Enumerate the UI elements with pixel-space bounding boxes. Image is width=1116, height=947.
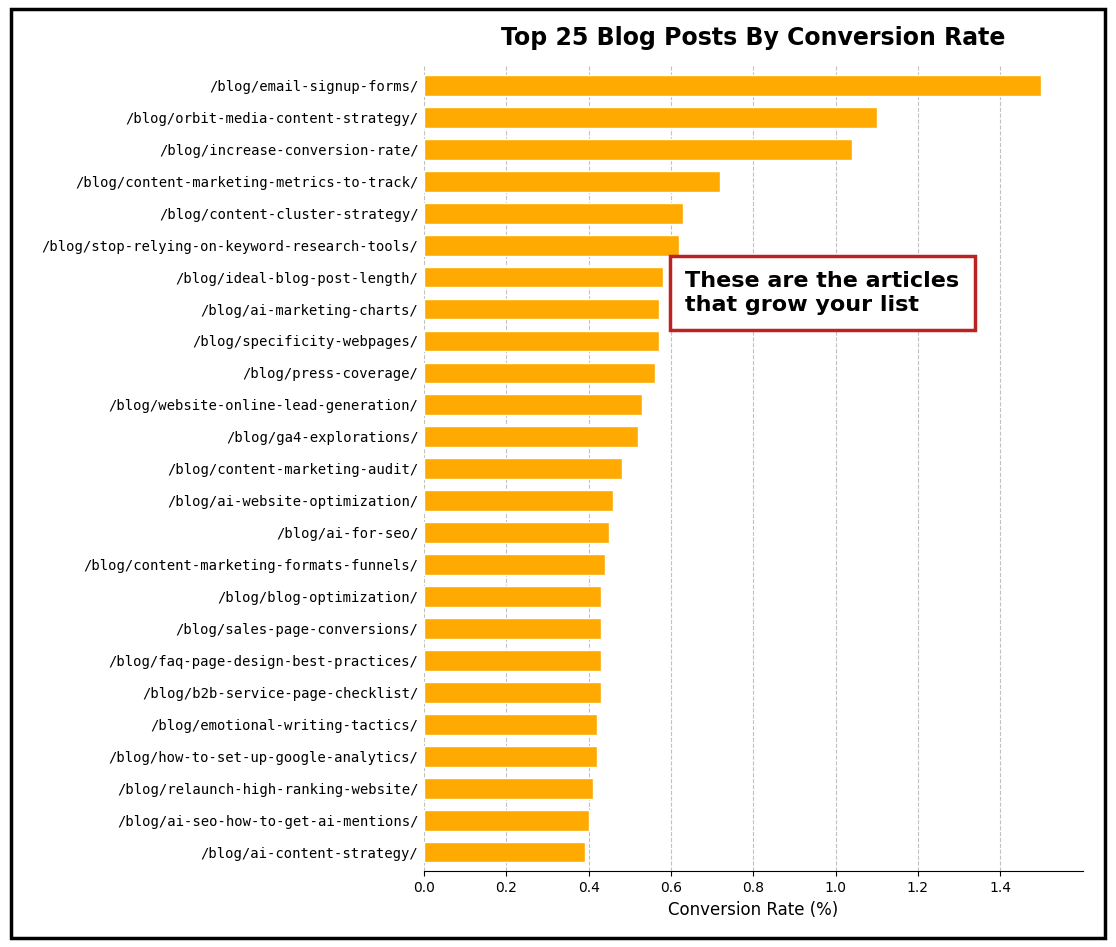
Bar [424,363,654,384]
Bar [424,650,602,670]
Bar [424,522,609,543]
Text: These are the articles
that grow your list: These are the articles that grow your li… [685,272,960,314]
Bar [424,395,642,416]
Bar [424,458,622,479]
Bar [424,267,663,288]
Bar [424,714,597,735]
X-axis label: Conversion Rate (%): Conversion Rate (%) [668,901,838,919]
Bar [424,682,602,703]
Bar [424,426,638,447]
Bar [424,75,1041,96]
Bar [424,331,658,351]
Bar [424,618,602,639]
Bar [424,746,597,767]
Bar [424,203,683,223]
Bar [424,777,593,798]
Bar [424,139,853,160]
Bar [424,842,585,863]
Bar [424,491,614,511]
Bar [424,107,877,128]
Bar [424,586,602,607]
Bar [424,298,658,319]
Title: Top 25 Blog Posts By Conversion Rate: Top 25 Blog Posts By Conversion Rate [501,27,1006,50]
Bar [424,170,721,191]
Bar [424,810,589,831]
Bar [424,235,680,256]
Bar [424,554,605,575]
